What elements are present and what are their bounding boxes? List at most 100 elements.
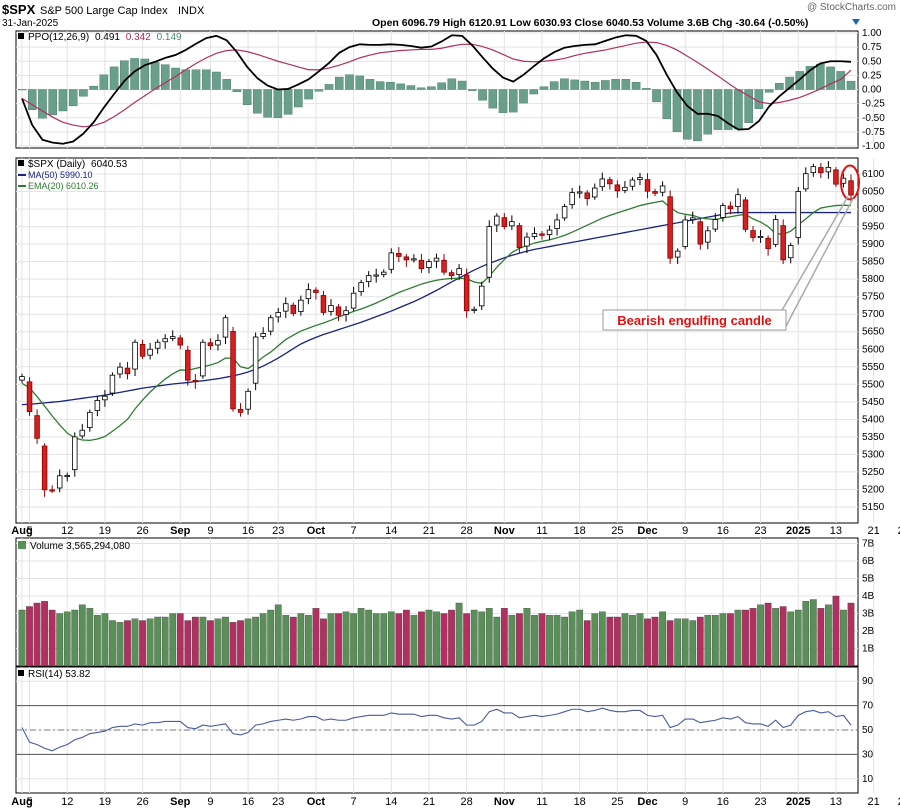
volume-bar [199, 616, 207, 667]
x-tick-label: Nov [494, 525, 516, 537]
candle-body [79, 429, 86, 437]
candle-body [132, 341, 138, 370]
volume-bar [576, 609, 584, 667]
candle-body [599, 178, 606, 188]
ppo-histogram-bar [283, 89, 293, 115]
x-tick-label: 2025 [786, 525, 810, 537]
candle-body [750, 230, 756, 238]
volume-bar [772, 608, 779, 667]
x-tick-label: 21 [867, 796, 879, 808]
volume-bar [531, 615, 538, 667]
candle-body [441, 259, 447, 273]
x-tick-label: Aug [11, 796, 32, 808]
volume-bar [267, 609, 275, 667]
volume-bar [320, 618, 327, 667]
ma50-line [21, 211, 851, 406]
x-tick-label: 11 [536, 525, 547, 537]
ppo-histogram-bar [38, 89, 47, 119]
candle-body [215, 340, 221, 346]
candle-body [674, 250, 681, 258]
volume-bar [817, 608, 825, 667]
volume-bar [681, 618, 689, 667]
volume-bar [696, 616, 704, 667]
candle-body [825, 166, 832, 173]
volume-legend-swatch [18, 541, 26, 549]
candle-body [803, 173, 809, 190]
x-tick-label: 25 [611, 796, 623, 808]
ppo-histogram-bar [816, 63, 825, 90]
volume-bar [116, 622, 124, 667]
dropdown-arrow-icon[interactable] [852, 19, 860, 25]
volume-bar [282, 615, 290, 667]
ppo-histogram-bar [539, 86, 549, 90]
ppo-histogram-bar [734, 89, 743, 130]
price-y-tick: 5900 [862, 239, 885, 250]
ppo-histogram-bar [549, 81, 559, 90]
volume-bar [259, 613, 267, 667]
candle-body [448, 272, 455, 277]
x-tick-label: 13 [830, 796, 842, 808]
volume-bar [161, 616, 169, 667]
volume-bar [508, 615, 516, 667]
candle-body [592, 187, 598, 198]
volume-bar [470, 609, 478, 667]
ppo-histogram-bar [744, 89, 753, 124]
candle-body [109, 374, 116, 394]
x-tick-label: Aug [11, 525, 32, 537]
volume-y-tick: 2B [862, 626, 875, 637]
candle-body [833, 169, 839, 185]
volume-bar [214, 618, 222, 667]
candle-body [697, 221, 704, 245]
candle-body [381, 271, 387, 275]
volume-bar [124, 620, 131, 667]
candle-body [305, 289, 312, 300]
ppo-histogram-bar [79, 89, 88, 97]
volume-bar [666, 620, 674, 667]
volume-bar [33, 602, 41, 667]
candle-body [335, 306, 342, 316]
candle-body [554, 219, 560, 229]
volume-bar [440, 613, 448, 667]
volume-bar [297, 613, 305, 667]
ppo-histogram-bar [457, 80, 467, 90]
price-y-tick: 5950 [862, 222, 885, 233]
volume-bar [802, 601, 810, 667]
price-y-tick: 5200 [862, 484, 885, 495]
x-tick-label: 18 [574, 796, 586, 808]
volume-bar [191, 616, 199, 667]
x-tick-label: 14 [385, 525, 397, 537]
annotation-box [602, 309, 787, 331]
candle-body [795, 191, 801, 238]
volume-bar [63, 611, 71, 667]
ppo-histogram-bar [846, 80, 856, 90]
candle-body [298, 299, 304, 312]
candle-body [607, 179, 613, 185]
volume-bar [485, 608, 493, 667]
chart-date: 31-Jan-2025 [2, 18, 59, 29]
rsi-y-tick: 70 [862, 701, 874, 712]
ppo-histogram-bar [191, 69, 201, 90]
ppo-histogram-bar [601, 80, 610, 90]
volume-bar [614, 616, 621, 667]
candle-body [705, 230, 711, 243]
candle-body [426, 261, 432, 268]
volume-bar [244, 618, 252, 667]
candle-body [742, 199, 749, 230]
candle-body [516, 225, 523, 249]
ppo-histogram-bar [427, 86, 436, 90]
volume-bar [380, 613, 388, 667]
candle-body [411, 258, 417, 261]
volume-bar [455, 602, 463, 667]
x-tick-label: 28 [461, 525, 473, 537]
candle-body [546, 229, 553, 235]
ppo-histogram-bar [723, 89, 733, 130]
ppo-histogram-bar [764, 89, 774, 93]
x-tick-label: 16 [717, 525, 729, 537]
price-panel: 6100 6050 6000 5950 5900 5850 5800 5750 5700 5650… [16, 158, 885, 523]
x-tick-label: 16 [242, 525, 254, 537]
ppo-histogram-bar [519, 89, 528, 104]
volume-bar [493, 616, 501, 667]
ma50-legend: MA(50) 5990.10 [28, 170, 93, 180]
x-tick-label: 26 [136, 525, 148, 537]
candle-body [689, 217, 696, 221]
